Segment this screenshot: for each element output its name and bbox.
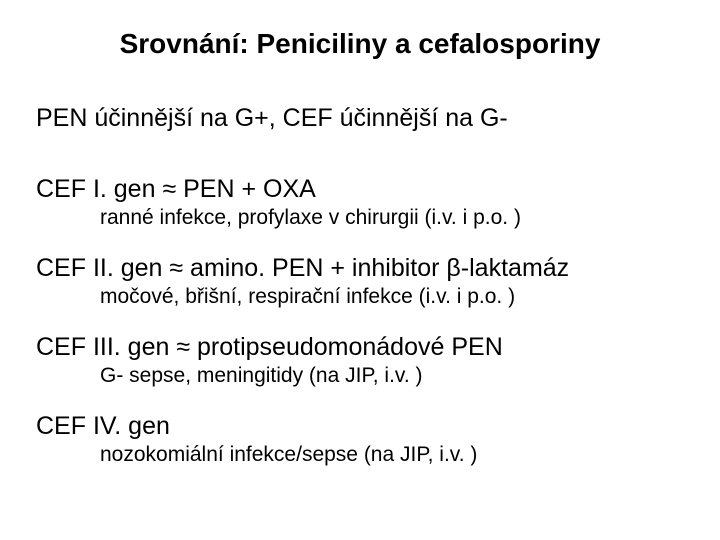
entry-main: CEF I. gen ≈ PEN + OXA [36, 175, 684, 204]
slide: Srovnání: Peniciliny a cefalosporiny PEN… [0, 0, 720, 540]
slide-title: Srovnání: Peniciliny a cefalosporiny [36, 28, 684, 60]
entry-sub: G- sepse, meningitidy (na JIP, i.v. ) [100, 364, 684, 388]
entry-cef-i: CEF I. gen ≈ PEN + OXA ranné infekce, pr… [36, 175, 684, 230]
entry-main: CEF II. gen ≈ amino. PEN + inhibitor β-l… [36, 254, 684, 283]
entry-main: CEF IV. gen [36, 412, 684, 441]
entry-cef-iv: CEF IV. gen nozokomiální infekce/sepse (… [36, 412, 684, 467]
entry-cef-iii: CEF III. gen ≈ protipseudomonádové PEN G… [36, 333, 684, 388]
entry-main: CEF III. gen ≈ protipseudomonádové PEN [36, 333, 684, 362]
entry-sub: ranné infekce, profylaxe v chirurgii (i.… [100, 206, 684, 230]
intro-line: PEN účinnější na G+, CEF účinnější na G- [36, 104, 684, 133]
entry-sub: nozokomiální infekce/sepse (na JIP, i.v.… [100, 443, 684, 467]
entry-sub: močové, břišní, respirační infekce (i.v.… [100, 285, 684, 309]
entry-cef-ii: CEF II. gen ≈ amino. PEN + inhibitor β-l… [36, 254, 684, 309]
